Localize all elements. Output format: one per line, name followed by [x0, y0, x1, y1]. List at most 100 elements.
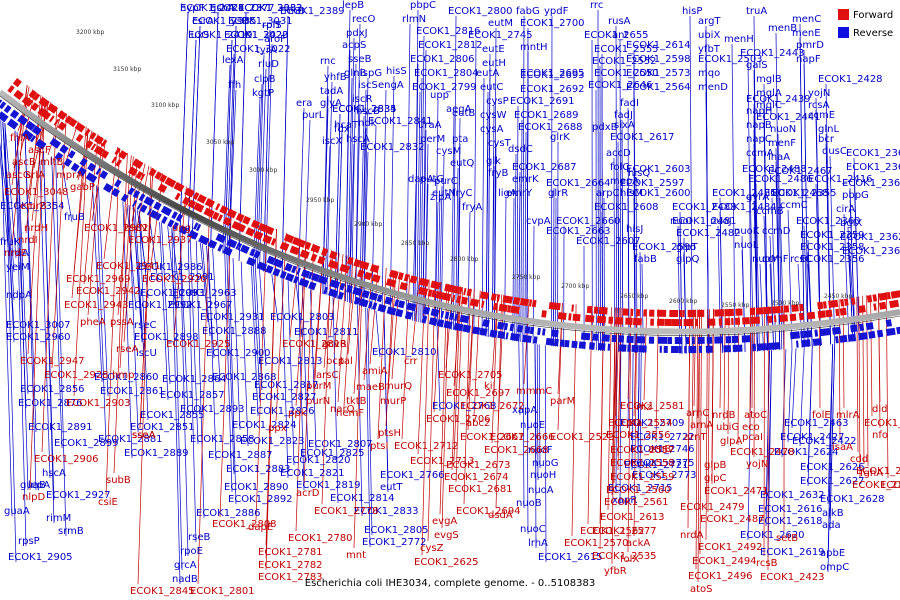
- feature-arrow: [353, 296, 361, 305]
- callout-line: [522, 15, 525, 343]
- callout-line: [73, 127, 89, 397]
- feature-arrow: [697, 309, 705, 317]
- feature-arrow: [397, 300, 406, 309]
- feature-arrow: [317, 275, 329, 285]
- gene-label: hmp: [112, 370, 134, 381]
- feature-arrow: [559, 339, 565, 347]
- gene-label: glyA: [320, 98, 342, 109]
- feature-arrow: [132, 190, 141, 199]
- feature-arrow: [153, 201, 162, 211]
- feature-arrow: [171, 211, 178, 220]
- gene-label: iscU: [136, 348, 157, 359]
- feature-arrow: [231, 220, 242, 231]
- gene-label: ECOK1_2700: [520, 18, 585, 29]
- gene-label: mnt: [346, 550, 366, 561]
- callout-line: [534, 343, 537, 549]
- gene-label: pbpG: [842, 190, 869, 201]
- feature-arrow: [735, 317, 741, 325]
- feature-arrow: [872, 294, 878, 302]
- gene-label: sseA: [132, 430, 156, 441]
- feature-arrow: [479, 327, 488, 336]
- feature-arrow: [53, 118, 60, 126]
- gene-label: fryB: [488, 168, 509, 179]
- gene-label: pta: [452, 134, 468, 145]
- gene-label: ECOK1_2898: [134, 332, 199, 343]
- gene-label: mprA: [56, 170, 83, 181]
- tick-label: 2500 kbp: [771, 300, 799, 307]
- gene-label: ECOK1_2485: [712, 188, 777, 199]
- feature-arrow: [504, 322, 509, 331]
- gene-label: aegA: [446, 104, 472, 115]
- gene-label: ECOK1_2692: [520, 84, 585, 95]
- feature-arrow: [237, 243, 243, 251]
- gene-label: abc2: [466, 418, 490, 429]
- feature-arrow: [835, 336, 839, 344]
- callout-line: [51, 113, 67, 369]
- feature-arrow: [120, 193, 129, 203]
- feature-arrow: [253, 230, 264, 241]
- feature-arrow: [79, 157, 88, 167]
- feature-arrow: [339, 263, 350, 274]
- callout-line: [613, 307, 618, 484]
- gene-label: hscA: [346, 134, 370, 145]
- feature-arrow: [878, 292, 888, 301]
- tick-label: 2850 kbp: [401, 240, 429, 247]
- tick-label: 2450 kbp: [824, 293, 852, 300]
- gene-label: mqo: [698, 68, 720, 79]
- callout-line: [695, 309, 699, 570]
- feature-arrow: [459, 287, 463, 295]
- feature-arrow: [648, 336, 655, 344]
- gene-label: ECOK1_2689: [514, 110, 579, 121]
- feature-arrow: [844, 298, 849, 306]
- callout-line: [532, 225, 535, 344]
- feature-arrow: [329, 279, 341, 289]
- gene-label: ECOK1_2982: [84, 223, 149, 234]
- gene-label: ECOK1_2554: [608, 418, 673, 429]
- feature-arrow: [353, 258, 362, 268]
- gene-label: eco: [742, 422, 760, 433]
- gene-label: purC: [434, 176, 458, 187]
- feature-arrow: [571, 340, 578, 349]
- gene-label: ispG: [360, 68, 382, 79]
- feature-arrow: [32, 93, 41, 101]
- gene-label: ccmE: [808, 110, 835, 121]
- feature-arrow: [49, 137, 62, 149]
- callout-line: [295, 240, 307, 532]
- gene-label: ECOK1_2888: [202, 326, 267, 337]
- feature-arrow: [533, 336, 538, 344]
- gene-label: nuoL: [734, 240, 759, 251]
- gene-label: ECOK1_2991: [150, 272, 215, 283]
- feature-arrow: [650, 318, 654, 326]
- gene-label: ackA: [626, 538, 650, 549]
- feature-arrow: [741, 335, 751, 343]
- gene-label: dusC: [822, 146, 847, 157]
- feature-arrow: [310, 253, 318, 262]
- callout-line: [473, 39, 477, 335]
- callout-line: [137, 166, 152, 585]
- gene-label: tktB: [346, 396, 367, 407]
- gene-label: ECOK1_2646: [588, 80, 653, 91]
- callout-line: [613, 157, 616, 352]
- gene-label: ECOK1_2712: [394, 441, 459, 452]
- feature-arrow: [377, 303, 387, 313]
- feature-arrow: [155, 213, 162, 221]
- gene-label: ccmF: [762, 254, 789, 265]
- gene-label: ECOK1_2834: [332, 104, 397, 115]
- feature-arrow: [571, 304, 574, 312]
- gene-label: gcvR: [322, 339, 347, 350]
- feature-arrow: [138, 193, 146, 202]
- feature-arrow: [310, 244, 321, 254]
- feature-arrow: [139, 204, 148, 213]
- feature-arrow: [801, 339, 811, 348]
- feature-arrow: [817, 310, 826, 319]
- feature-arrow: [731, 335, 739, 343]
- feature-arrow: [384, 296, 393, 305]
- feature-arrow: [115, 159, 122, 167]
- gene-label: ECOK1_2891: [28, 422, 93, 433]
- feature-arrow: [896, 326, 900, 335]
- gene-label: ascF: [28, 145, 51, 156]
- gene-label: dapA: [408, 174, 434, 185]
- gene-label: ECOK1_2705: [438, 370, 503, 381]
- callout-line: [210, 12, 219, 248]
- callout-line: [731, 43, 736, 353]
